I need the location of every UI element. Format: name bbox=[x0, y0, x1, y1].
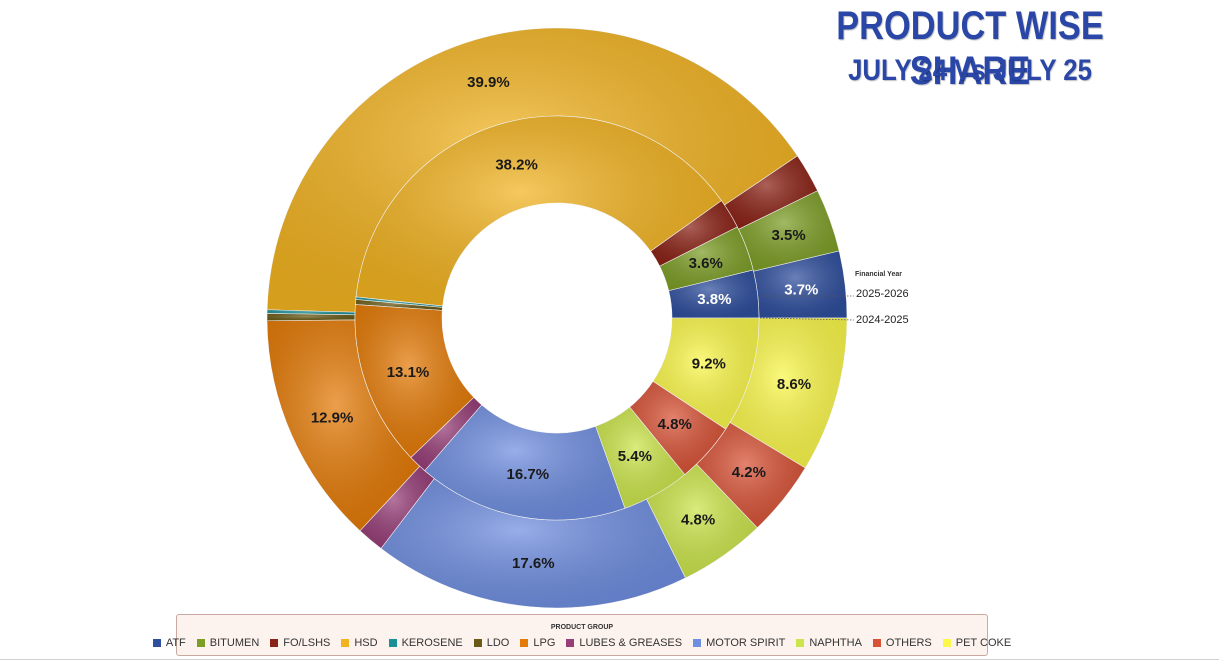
series-label-outer: 2025-2026 bbox=[856, 288, 909, 300]
legend-item-pet-coke: PET COKE bbox=[942, 637, 1012, 649]
data-label-2025-2026: 3.5% bbox=[771, 227, 805, 244]
bottom-divider bbox=[0, 659, 1219, 660]
legend-item-lubes-greases: LUBES & GREASES bbox=[566, 637, 682, 649]
legend-swatch bbox=[566, 639, 575, 647]
legend-item-hsd: HSD bbox=[341, 637, 378, 649]
data-label-2025-2026: 39.9% bbox=[467, 74, 510, 91]
legend-item-fo-lshs: FO/LSHS bbox=[270, 637, 330, 649]
data-label-2024-2025: 3.8% bbox=[697, 291, 731, 308]
legend: PRODUCT GROUP ATF BITUMEN FO/LSHS HSD KEROSE… bbox=[152, 614, 1011, 656]
legend-label: HSD bbox=[354, 637, 378, 649]
legend-swatch bbox=[196, 639, 205, 647]
series-leader-line bbox=[759, 317, 855, 321]
legend-title: PRODUCT GROUP bbox=[550, 624, 614, 631]
legend-item-lpg: LPG bbox=[520, 637, 555, 649]
legend-item-ldo: LDO bbox=[473, 637, 510, 649]
data-label-2024-2025: 4.8% bbox=[658, 416, 692, 433]
legend-label: ATF bbox=[165, 637, 186, 649]
legend-swatch bbox=[270, 639, 279, 647]
data-label-2024-2025: 3.6% bbox=[689, 255, 723, 272]
legend-swatch bbox=[388, 639, 397, 647]
data-label-2025-2026: 17.6% bbox=[512, 555, 555, 572]
data-label-2025-2026: 8.6% bbox=[777, 376, 811, 393]
chart-title: PRODUCT WISE SHARE bbox=[836, 4, 1104, 93]
legend-label: OTHERS bbox=[885, 637, 932, 649]
legend-label: LUBES & GREASES bbox=[579, 637, 683, 649]
legend-items: ATF BITUMEN FO/LSHS HSD KEROSENE LDO LPG LUBES … bbox=[152, 637, 1011, 649]
legend-label: MOTOR SPIRIT bbox=[706, 637, 786, 649]
data-label-2025-2026: 4.8% bbox=[681, 512, 715, 529]
legend-label: FO/LSHS bbox=[283, 637, 331, 649]
series-legend-title: Financial Year bbox=[855, 271, 902, 278]
legend-swatch bbox=[872, 639, 881, 647]
legend-swatch bbox=[152, 639, 161, 647]
data-label-2025-2026: 4.2% bbox=[732, 464, 766, 481]
data-label-2024-2025: 5.4% bbox=[618, 448, 652, 465]
legend-label: NAPHTHA bbox=[809, 637, 862, 649]
series-label-inner: 2024-2025 bbox=[856, 314, 909, 326]
chart-subtitle: JULY 24 Vs JULY 25 bbox=[848, 54, 1092, 87]
legend-swatch bbox=[693, 639, 702, 647]
inner-ring-2024-2025 bbox=[354, 115, 760, 521]
legend-item-motor-spirit: MOTOR SPIRIT bbox=[693, 637, 785, 649]
legend-swatch bbox=[341, 639, 350, 647]
legend-label: PET COKE bbox=[955, 637, 1012, 649]
data-label-2024-2025: 13.1% bbox=[387, 364, 430, 381]
legend-item-atf: ATF bbox=[152, 637, 186, 649]
legend-swatch bbox=[942, 639, 951, 647]
data-label-2024-2025: 16.7% bbox=[507, 466, 550, 483]
value-labels: 3.7% 3.5% 39.9% 12.9% 17.6% 4.8% 4.2% 8.6% 3.8% 3… bbox=[311, 74, 819, 572]
data-label-2025-2026: 12.9% bbox=[311, 410, 354, 427]
legend-swatch bbox=[473, 639, 482, 647]
legend-label: BITUMEN bbox=[209, 637, 260, 649]
legend-item-bitumen: BITUMEN bbox=[196, 637, 260, 649]
legend-label: KEROSENE bbox=[401, 637, 463, 649]
legend-label: LDO bbox=[486, 637, 510, 649]
data-label-2024-2025: 9.2% bbox=[692, 356, 726, 373]
data-label-2025-2026: 3.7% bbox=[784, 281, 818, 298]
legend-item-naphtha: NAPHTHA bbox=[796, 637, 862, 649]
legend-swatch bbox=[796, 639, 805, 647]
donut-hole bbox=[444, 205, 670, 431]
legend-item-others: OTHERS bbox=[872, 637, 932, 649]
legend-swatch bbox=[520, 639, 529, 647]
slice-2025-2026-ldo bbox=[266, 313, 356, 322]
legend-label: LPG bbox=[533, 637, 556, 649]
legend-item-kerosene: KEROSENE bbox=[388, 637, 463, 649]
data-label-2024-2025: 38.2% bbox=[495, 157, 538, 174]
